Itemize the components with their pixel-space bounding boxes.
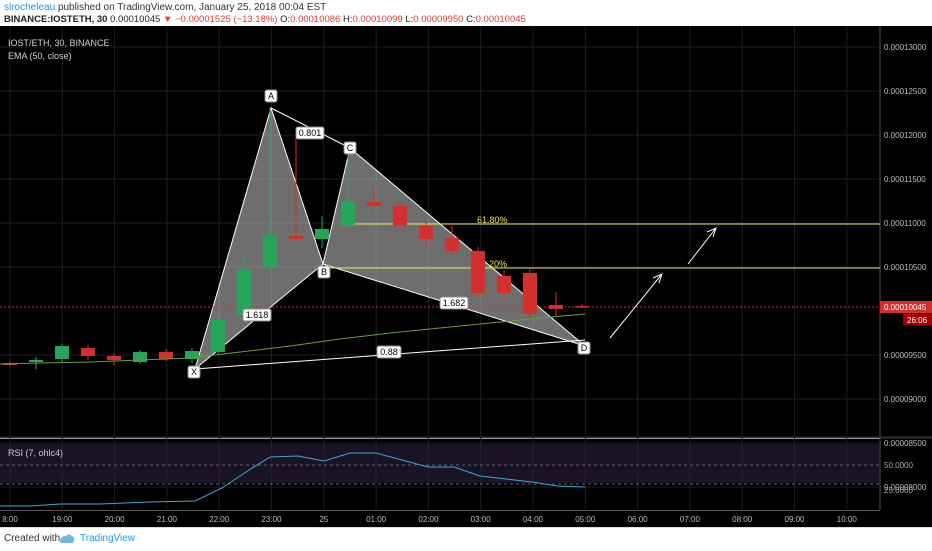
close-label: C: (466, 14, 476, 25)
candle[interactable] (133, 350, 147, 364)
tradingview-logo-icon[interactable] (58, 532, 76, 546)
chart-area[interactable]: 0.000160000.000155000.000150000.00014500… (0, 26, 932, 527)
price-tick-label: 0.00009500 (884, 351, 927, 360)
point-label-a: A (268, 91, 274, 101)
candle[interactable] (523, 269, 537, 318)
time-tick-label: 06:00 (628, 515, 649, 524)
candle[interactable] (211, 316, 225, 354)
time-tick-label: 19:00 (52, 515, 73, 524)
time-tick-label: 8:00 (2, 515, 18, 524)
time-tick-label: 22:00 (209, 515, 230, 524)
point-label-c: C (347, 143, 354, 153)
time-tick-label: 21:00 (157, 515, 178, 524)
ratio-label-088: 0.88 (380, 347, 398, 357)
current-price-tag-text: 0.00010045 (884, 303, 927, 312)
point-label-x: X (191, 367, 197, 377)
header: slrocheleau published on TradingView.com… (0, 0, 932, 26)
price-tick-label: 0.00013000 (884, 43, 927, 52)
open-value: 0.00010086 (290, 14, 340, 25)
low-value: 0.00009950 (413, 14, 463, 25)
chart-title: IOST/ETH, 30, BINANCE (8, 38, 110, 48)
price-tick-label: 0.00012500 (884, 87, 927, 96)
created-with-text: Created with (4, 533, 60, 544)
time-tick-label: 05:00 (575, 515, 596, 524)
time-tick-label: 20:00 (105, 515, 126, 524)
time-tick-label: 09:00 (784, 515, 805, 524)
point-label-d: D (581, 343, 588, 353)
author-link[interactable]: slrocheleau (4, 2, 55, 13)
rsi-title[interactable]: RSI (7, ohlc4) (8, 448, 63, 458)
time-tick-label: 04:00 (523, 515, 544, 524)
time-tick-label: 01:00 (366, 515, 387, 524)
price-tick-label: 0.00009000 (884, 395, 927, 404)
symbol-label: BINANCE:IOSTETH, 30 (4, 14, 107, 25)
tradingview-brand-link[interactable]: TradingView (80, 533, 135, 544)
close-value: 0.00010045 (476, 14, 526, 25)
price-tick-label: 0.00011000 (884, 219, 926, 228)
indicator-legend[interactable]: EMA (50, close) (8, 51, 72, 61)
publish-line: slrocheleau published on TradingView.com… (4, 2, 326, 13)
rsi-axis-50: 50.0000 (884, 461, 913, 470)
ratio-label-1618: 1.618 (246, 310, 269, 320)
open-label: O: (280, 14, 290, 25)
countdown-tag-text: 26:06 (907, 316, 928, 325)
time-tick-label: 10:00 (837, 515, 858, 524)
price-change: ▼ −0.00001525 (−13.18%) (163, 14, 278, 25)
price-tick-label: 0.00011500 (884, 175, 926, 184)
ratio-label-1682: 1.682 (443, 298, 466, 308)
time-tick-label: 07:00 (680, 515, 701, 524)
rsi-band (0, 444, 880, 483)
last-price: 0.00010045 (110, 14, 160, 25)
candle[interactable] (471, 247, 485, 297)
ratio-label-0801: 0.801 (299, 128, 322, 138)
high-value: 0.00010099 (352, 14, 402, 25)
time-tick-label: 25 (319, 515, 328, 524)
fib-label-20: 20% (489, 259, 507, 269)
price-tick-label: 0.00010500 (884, 263, 927, 272)
time-tick-label: 08:00 (732, 515, 753, 524)
time-tick-label: 02:00 (418, 515, 439, 524)
published-text: published on TradingView.com, January 25… (58, 2, 326, 13)
rsi-axis-25: 25.0000 (884, 486, 913, 495)
price-tick-label: 0.00008500 (884, 439, 927, 448)
time-tick-label: 23:00 (261, 515, 282, 524)
time-tick-label: 03:00 (471, 515, 492, 524)
fib-label-618: 61.80% (477, 215, 508, 225)
price-tick-label: 0.00012000 (884, 131, 927, 140)
footer: Created with TradingView (0, 527, 932, 551)
symbol-line: BINANCE:IOSTETH, 30 0.00010045 ▼ −0.0000… (4, 14, 526, 25)
point-label-b: B (321, 267, 327, 277)
